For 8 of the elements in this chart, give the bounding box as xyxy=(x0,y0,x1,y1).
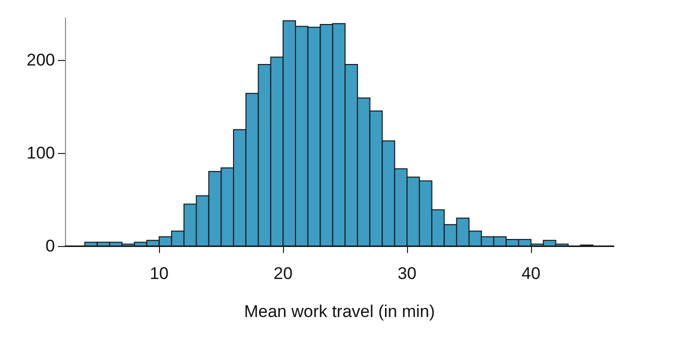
y-tick-label: 100 xyxy=(26,143,55,162)
x-axis-title: Mean work travel (in min) xyxy=(244,302,435,321)
x-tick-label: 10 xyxy=(150,264,169,283)
x-tick-label: 20 xyxy=(274,264,293,283)
y-tick-label: 0 xyxy=(46,236,55,256)
x-tick-label: 40 xyxy=(522,264,540,283)
x-tick-label: 30 xyxy=(398,264,416,283)
y-tick-label: 200 xyxy=(26,50,55,70)
